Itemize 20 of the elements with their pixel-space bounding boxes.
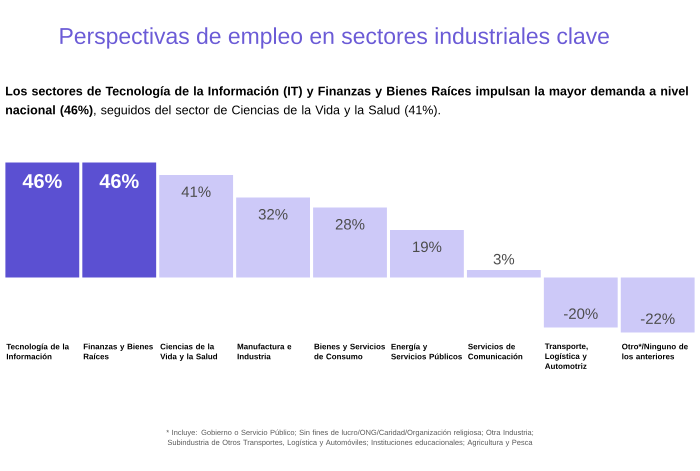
data-label: 41% <box>182 186 211 197</box>
bar <box>159 174 234 278</box>
bar <box>390 230 464 278</box>
bar <box>544 277 618 328</box>
data-label: 32% <box>258 209 288 220</box>
chart-subtitle: Los sectores de Tecnología de la Información (IT) y Finanzas y Bienes Raíces impulsan la mayor demanda a nivel nacional (46%), seguidos del sector de Ciencias de la Vida y la Salud (41%). <box>6 86 688 117</box>
data-label: 3% <box>494 254 514 264</box>
bar <box>82 162 156 278</box>
bar <box>236 197 310 278</box>
bar <box>466 270 541 278</box>
chart-title: Perspectivas de empleo en sectores industriales clave <box>60 27 609 49</box>
data-label: 19% <box>413 242 442 252</box>
data-label: -20% <box>564 308 598 319</box>
data-label: 46% <box>22 174 62 188</box>
bar <box>620 277 695 332</box>
bar <box>313 207 387 278</box>
data-label: -22% <box>640 313 675 324</box>
data-label: 46% <box>100 174 139 188</box>
data-label: 28% <box>336 219 364 230</box>
bar <box>5 162 80 278</box>
